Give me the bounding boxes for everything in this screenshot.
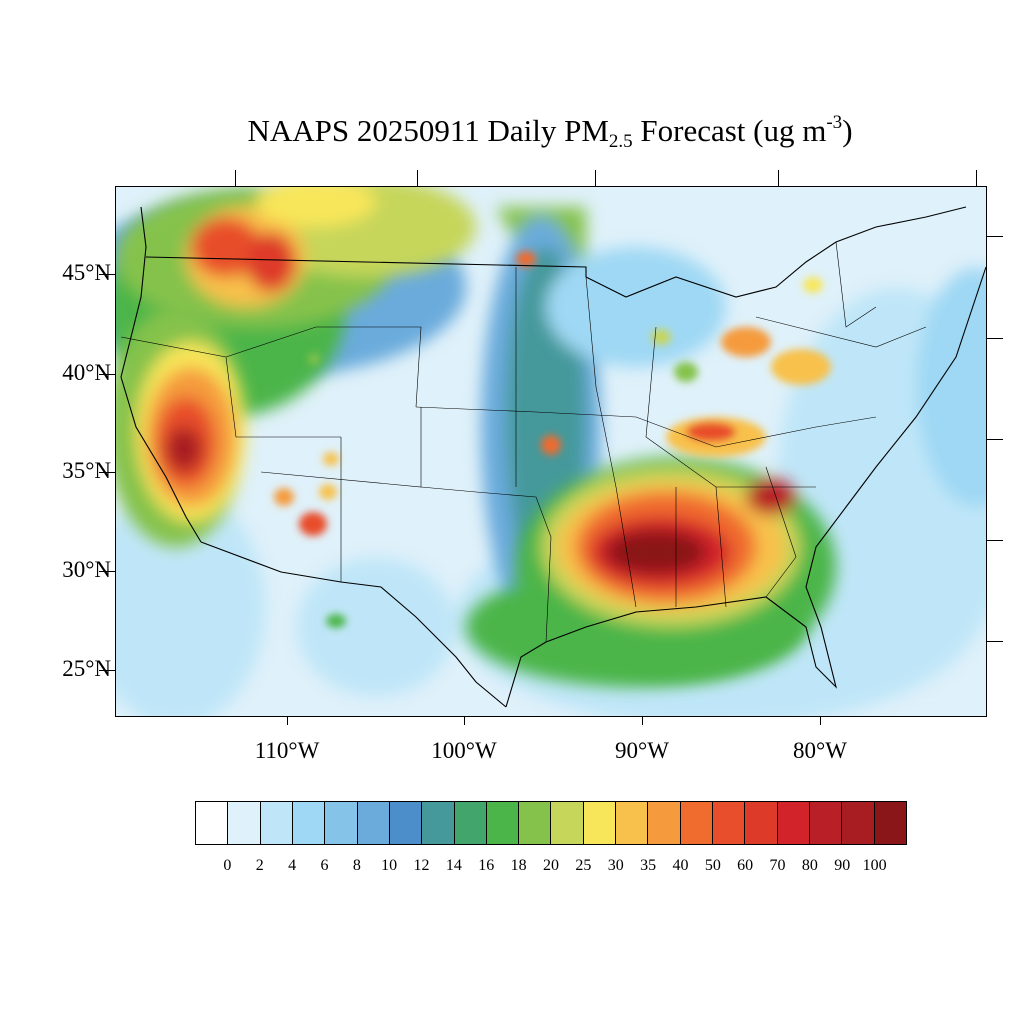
colorbar-label: 4 [288, 857, 297, 874]
colorbar-label: 14 [445, 857, 462, 874]
map-title: NAAPS 20250911 Daily PM2.5 Forecast (ug … [247, 112, 853, 152]
colorbar-label: 10 [381, 857, 398, 874]
colorbar [195, 801, 907, 845]
colorbar-label: 80 [801, 857, 818, 874]
colorbar-box [713, 802, 746, 844]
colorbar-label: 6 [320, 857, 329, 874]
axis-tick [642, 717, 643, 725]
colorbar-box [228, 802, 261, 844]
colorbar-box [680, 802, 713, 844]
axis-tick [976, 170, 977, 186]
colorbar-box [422, 802, 455, 844]
borders [120, 206, 986, 708]
axis-tick [235, 170, 236, 186]
colorbar-box [745, 802, 778, 844]
colorbar-box [519, 802, 552, 844]
colorbar-box [389, 802, 423, 844]
colorbar-label: 25 [575, 857, 592, 874]
colorbar-box [454, 802, 487, 844]
colorbar-label: 35 [640, 857, 657, 874]
colorbar-box [809, 802, 843, 844]
colorbar-label: 90 [834, 857, 851, 874]
colorbar-label: 20 [543, 857, 559, 874]
axis-tick [99, 670, 115, 671]
southwest-spots [274, 353, 346, 628]
colorbar-box [777, 802, 810, 844]
midwest-spots [516, 251, 831, 457]
colorbar-label: 8 [352, 857, 361, 874]
pm25-forecast-map [115, 186, 987, 717]
axis-tick [778, 170, 779, 186]
colorbar-label: 70 [769, 857, 786, 874]
colorbar-label: 16 [478, 857, 495, 874]
axis-tick [987, 439, 1003, 440]
map-canvas [116, 187, 986, 716]
lat-label-35n: 35°N [62, 458, 111, 483]
axis-tick [987, 338, 1003, 339]
lat-label-25n: 25°N [62, 656, 111, 681]
colorbar-box [551, 802, 584, 844]
colorbar-box [874, 802, 906, 844]
axis-tick [987, 641, 1003, 642]
axis-tick [99, 374, 115, 375]
lat-label-30n: 30°N [62, 557, 111, 582]
colorbar-box [583, 802, 617, 844]
axis-tick [287, 717, 288, 725]
lon-label-100w: 100°W [431, 738, 497, 763]
state-lines [120, 241, 927, 643]
colorbar-box [486, 802, 520, 844]
axis-tick [99, 274, 115, 275]
colorbar-box [616, 802, 649, 844]
axis-tick [820, 717, 821, 725]
northwest-smoke [116, 187, 476, 417]
colorbar-label: 40 [672, 857, 689, 874]
colorbar-label: 100 [862, 857, 887, 874]
lat-label-40n: 40°N [62, 360, 111, 385]
lon-label-110w: 110°W [254, 738, 320, 763]
colorbar-label: 0 [223, 857, 232, 874]
axis-tick [987, 540, 1003, 541]
axis-tick [99, 571, 115, 572]
colorbar-box [260, 802, 293, 844]
axis-tick [464, 717, 465, 725]
colorbar-label: 50 [704, 857, 721, 874]
colorbar-label: 18 [510, 857, 527, 874]
lon-label-90w: 90°W [615, 738, 669, 763]
lat-label-45n: 45°N [62, 260, 111, 285]
colorbar-label: 2 [255, 857, 264, 874]
colorbar-box [325, 802, 358, 844]
axis-tick [99, 472, 115, 473]
axis-tick [987, 236, 1003, 237]
california-smoke [116, 307, 246, 547]
colorbar-box [357, 802, 390, 844]
lon-label-80w: 80°W [793, 738, 847, 763]
axis-tick [417, 170, 418, 186]
colorbar-label: 30 [607, 857, 624, 874]
colorbar-box [842, 802, 875, 844]
colorbar-label: 60 [737, 857, 754, 874]
colorbar-box [648, 802, 681, 844]
colorbar-label: 12 [413, 857, 430, 874]
axis-tick [595, 170, 596, 186]
colorbar-box [196, 802, 229, 844]
colorbar-box [292, 802, 326, 844]
